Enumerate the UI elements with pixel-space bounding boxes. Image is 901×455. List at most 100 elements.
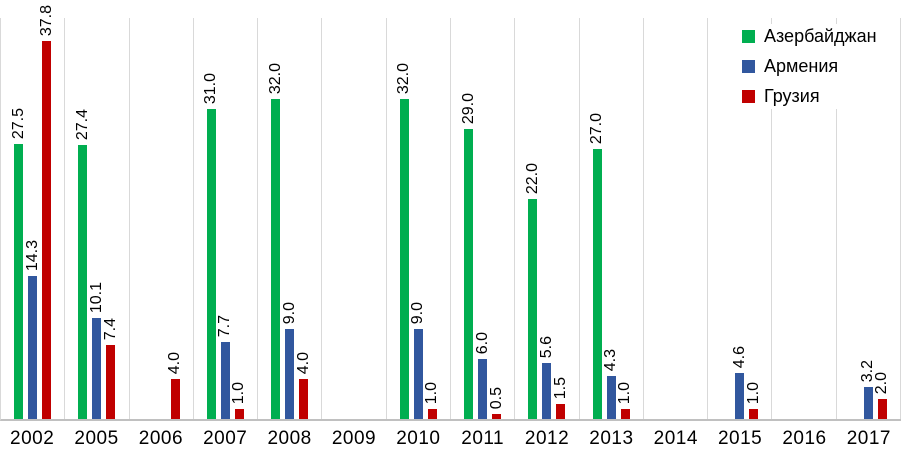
bar-slot: 0.5 — [488, 18, 505, 419]
bar-value-label: 27.5 — [9, 107, 27, 139]
bar-value-label: 5.6 — [537, 335, 555, 358]
bar-group-2007: 31.0 7.7 1.0 — [194, 18, 257, 419]
bar-value-label: 1.0 — [423, 381, 441, 404]
x-axis-label-2008: 2008 — [267, 428, 312, 449]
bar-Азербайджан-2008 — [271, 99, 281, 419]
bar-slot: 9.0 — [281, 18, 298, 419]
bar-value-label: 6.0 — [473, 331, 491, 354]
bar-slot: 31.0 — [202, 18, 219, 419]
bar-value-label: 7.4 — [101, 317, 119, 340]
bar-Грузия-2010 — [427, 409, 437, 419]
bar-Грузия-2002 — [42, 41, 52, 419]
bar-slot: 32.0 — [267, 18, 284, 419]
bar-Азербайджан-2011 — [464, 129, 474, 419]
bar-slot: 4.0 — [166, 18, 183, 419]
bar-slot: 4.6 — [731, 18, 748, 419]
legend-swatch-icon — [742, 90, 755, 103]
bar-value-label: 7.7 — [216, 314, 234, 337]
category-cell-2006: 4.0 — [130, 18, 194, 419]
bar-group-2009 — [322, 18, 385, 419]
bar-value-label: 1.5 — [551, 376, 569, 399]
bar-group-2014 — [644, 18, 707, 419]
x-axis-label-2017: 2017 — [846, 428, 891, 449]
category-cell-2008: 32.0 9.0 4.0 — [258, 18, 323, 419]
bar-Армения-2013 — [606, 376, 616, 419]
bar-group-2012: 22.0 5.6 1.5 — [515, 18, 578, 419]
bar-value-label: 1.0 — [744, 381, 762, 404]
bar-Армения-2005 — [92, 318, 102, 419]
bar-Грузия-2006 — [170, 379, 180, 419]
bar-value-label: 10.1 — [87, 281, 105, 313]
bar-value-label: 0.5 — [487, 386, 505, 409]
x-axis-label-2013: 2013 — [589, 428, 634, 449]
bar-Грузия-2017 — [877, 399, 887, 419]
bar-Азербайджан-2012 — [528, 199, 538, 419]
bar-value-label: 2.0 — [873, 371, 891, 394]
bar-slot: 1.0 — [230, 18, 247, 419]
bar-slot: 2.0 — [873, 18, 890, 419]
x-axis-label-2005: 2005 — [74, 428, 119, 449]
bar-Грузия-2012 — [556, 404, 566, 419]
bar-Азербайджан-2010 — [399, 99, 409, 419]
bar-Армения-2008 — [285, 329, 295, 419]
bar-slot: 1.0 — [745, 18, 762, 419]
bar-value-label: 1.0 — [230, 381, 248, 404]
x-axis-label-2002: 2002 — [10, 428, 55, 449]
category-cell-2014 — [644, 18, 709, 419]
bar-value-label: 9.0 — [280, 301, 298, 324]
bar-Грузия-2008 — [299, 379, 309, 419]
bar-Армения-2011 — [478, 359, 488, 419]
legend-label: Азербайджан — [764, 26, 877, 46]
legend-label: Грузия — [764, 86, 820, 106]
x-axis-label-2007: 2007 — [203, 428, 248, 449]
bar-group-2013: 27.0 4.3 1.0 — [580, 18, 643, 419]
x-axis-label-2006: 2006 — [138, 428, 184, 449]
bar-slot — [157, 18, 166, 419]
category-cell-2017: 3.2 2.0 — [837, 18, 901, 419]
x-axis-label-2014: 2014 — [653, 428, 698, 449]
bar-Азербайджан-2002 — [14, 144, 24, 419]
bar-slot: 22.0 — [524, 18, 541, 419]
bar-group-2017: 3.2 2.0 — [837, 18, 900, 419]
legend-label: Армения — [764, 56, 839, 76]
bar-group-2011: 29.0 6.0 0.5 — [451, 18, 514, 419]
x-axis-label-2010: 2010 — [396, 428, 441, 449]
bar-slot: 5.6 — [538, 18, 555, 419]
legend-item-Грузия: Грузия — [742, 86, 877, 107]
bar-Грузия-2007 — [234, 409, 244, 419]
bar-value-label: 22.0 — [523, 162, 541, 194]
bar-slot: 7.4 — [102, 18, 119, 419]
bar-slot: 37.8 — [38, 5, 55, 419]
bar-Грузия-2011 — [492, 414, 502, 419]
x-axis-label-2016: 2016 — [782, 428, 827, 449]
legend-item-Азербайджан: Азербайджан — [742, 26, 877, 47]
category-cell-2010: 32.0 9.0 1.0 — [387, 18, 451, 419]
category-cell-2016 — [772, 18, 837, 419]
bar-slot: 14.3 — [24, 18, 41, 419]
bar-group-2015: 4.6 1.0 — [708, 18, 771, 419]
bar-slot: 10.1 — [88, 18, 105, 419]
bar-value-label: 4.0 — [166, 351, 184, 374]
bar-slot: 1.5 — [552, 18, 569, 419]
bar-slot — [685, 18, 694, 419]
plot-area: 27.5 14.3 37.8 27.4 10.1 7.4 4.0 31.0 7.7 1.0 32.0… — [0, 5, 901, 421]
category-cell-2015: 4.6 1.0 — [708, 18, 773, 419]
bar-value-label: 37.8 — [37, 4, 55, 36]
bar-Азербайджан-2007 — [206, 109, 216, 419]
category-cell-2007: 31.0 7.7 1.0 — [194, 18, 259, 419]
legend-swatch-icon — [742, 30, 755, 43]
category-cell-2005: 27.4 10.1 7.4 — [65, 18, 130, 419]
x-axis-label-2011: 2011 — [461, 428, 505, 449]
bar-Армения-2007 — [220, 342, 230, 419]
bar-value-label: 31.0 — [202, 72, 220, 104]
bar-Грузия-2015 — [749, 409, 759, 419]
bar-slot — [143, 18, 152, 419]
bar-slot — [721, 18, 730, 419]
bar-slot — [364, 18, 373, 419]
legend-item-Армения: Армения — [742, 56, 877, 77]
bar-Азербайджан-2005 — [78, 145, 88, 419]
bar-slot: 6.0 — [474, 18, 491, 419]
bar-slot: 27.4 — [74, 18, 91, 419]
category-cell-2002: 27.5 14.3 37.8 — [1, 5, 66, 419]
bar-slot: 4.3 — [602, 18, 619, 419]
